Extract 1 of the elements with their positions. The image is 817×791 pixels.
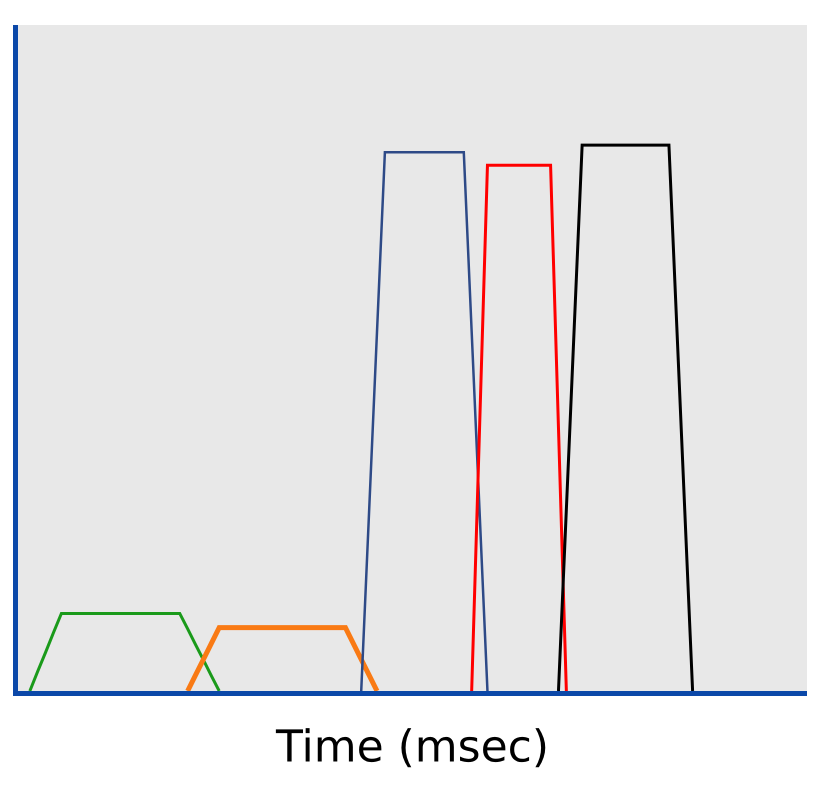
x-axis-title: Time (msec) xyxy=(274,722,550,773)
